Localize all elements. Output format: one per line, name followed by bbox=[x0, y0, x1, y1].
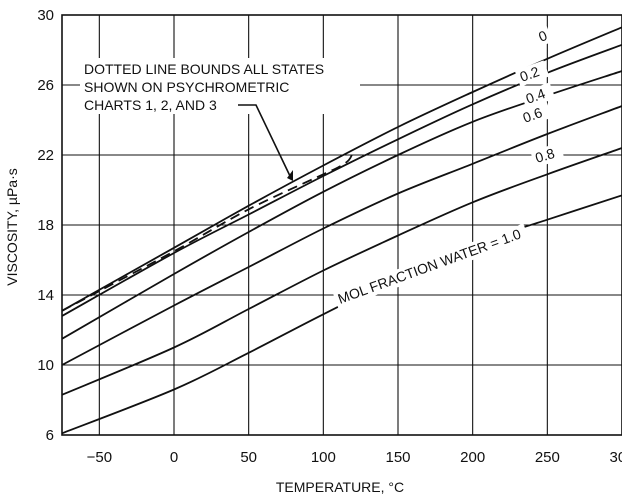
annotation-background bbox=[80, 58, 360, 114]
annotation-line-2: SHOWN ON PSYCHROMETRIC bbox=[84, 79, 289, 95]
annotation-line-1: DOTTED LINE BOUNDS ALL STATES bbox=[84, 61, 324, 77]
curve-label: 0.2 bbox=[518, 63, 542, 85]
x-tick-label: 200 bbox=[460, 449, 485, 466]
curve-label-group: 0 bbox=[533, 25, 553, 47]
y-tick-label: 26 bbox=[37, 77, 54, 94]
y-tick-label: 14 bbox=[37, 287, 54, 304]
curve-label-mask bbox=[332, 223, 530, 309]
y-axis-label: VISCOSITY, µPa·s bbox=[4, 168, 20, 286]
series-line-3 bbox=[61, 105, 622, 366]
curve-labels: 0 0.20.40.6 0.8 MOL FRACTION WATER = 1.0 bbox=[332, 25, 565, 309]
curve-label-mask bbox=[533, 25, 553, 47]
x-tick-label: 100 bbox=[311, 449, 336, 466]
curve-label: 0.6 bbox=[521, 104, 545, 126]
plot-frame bbox=[61, 14, 622, 436]
curve-label-group: 0.8 bbox=[530, 142, 565, 168]
x-axis-label: TEMPERATURE, °C bbox=[276, 479, 404, 495]
curve-label-group: 0.4 bbox=[520, 82, 556, 109]
y-tick-labels: 6 10 14 18 22 26 30 bbox=[37, 7, 54, 444]
curve-label-group: 0.2 bbox=[514, 60, 550, 87]
curve-label-group: MOL FRACTION WATER = 1.0 bbox=[332, 223, 530, 309]
curve-label: 0.8 bbox=[533, 145, 556, 166]
x-tick-label: 150 bbox=[385, 449, 410, 466]
y-tick-label: 18 bbox=[37, 217, 54, 234]
y-tick-label: 10 bbox=[37, 357, 54, 374]
boundary-line bbox=[61, 151, 355, 312]
dotted-boundary bbox=[61, 151, 355, 312]
series-line-5 bbox=[61, 194, 622, 435]
y-tick-label: 30 bbox=[37, 7, 54, 24]
x-tick-label: 300 bbox=[609, 449, 622, 466]
curve-label-mask bbox=[517, 101, 553, 128]
curve-label-mask bbox=[520, 82, 556, 109]
x-tick-labels: −50 0 50 100 150 200 250 300 bbox=[87, 449, 622, 466]
x-tick-label: 0 bbox=[170, 449, 178, 466]
curve-label-group: 0.6 bbox=[517, 101, 553, 128]
series-line-4 bbox=[61, 147, 622, 396]
curve-label-mask bbox=[514, 60, 550, 87]
annotation-line-3: CHARTS 1, 2, AND 3 bbox=[84, 97, 217, 113]
annotation-leader-line bbox=[238, 104, 291, 177]
y-tick-label: 6 bbox=[46, 427, 54, 444]
curve-label: 0.4 bbox=[524, 85, 548, 107]
x-tick-label: 250 bbox=[535, 449, 560, 466]
y-tick-label: 22 bbox=[37, 147, 54, 164]
x-tick-label: −50 bbox=[87, 449, 112, 466]
curve-label-mask bbox=[530, 142, 565, 168]
annotation: DOTTED LINE BOUNDS ALL STATES SHOWN ON P… bbox=[80, 58, 360, 181]
annotation-arrowhead bbox=[287, 170, 293, 181]
x-tick-label: 50 bbox=[240, 449, 257, 466]
